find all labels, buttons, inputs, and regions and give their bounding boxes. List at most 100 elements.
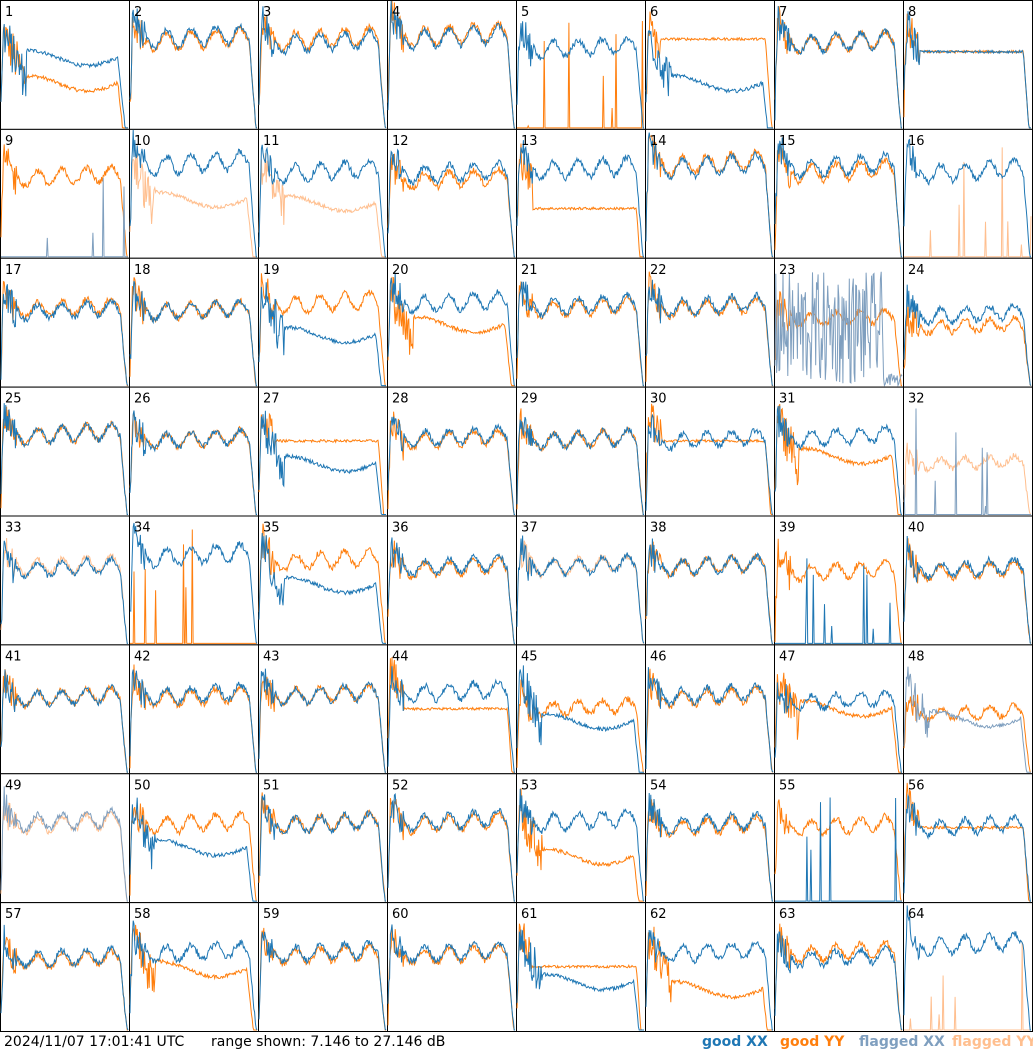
panel-30: 30 (645, 386, 775, 517)
series-xx-61 (516, 929, 644, 1031)
series-xx-2 (129, 8, 257, 129)
panel-42: 42 (129, 644, 259, 775)
panel-frame (258, 773, 388, 904)
series-xx-19 (258, 282, 386, 387)
panel-56: 56 (903, 773, 1033, 904)
range-label: range shown: 7.146 to 27.146 dB (211, 1034, 446, 1050)
panel-frame (903, 386, 1033, 517)
series-xx-7 (774, 6, 902, 129)
series-xx-25 (0, 403, 128, 515)
panel-frame (129, 0, 259, 130)
panel-number-24: 24 (908, 263, 925, 278)
panel-number-8: 8 (908, 5, 916, 20)
panel-48: 48 (903, 644, 1033, 775)
panel-frame (774, 773, 904, 904)
panel-frame (774, 128, 904, 259)
panel-63: 63 (774, 902, 904, 1032)
panel-62: 62 (645, 902, 775, 1032)
panel-number-32: 32 (908, 392, 925, 407)
panel-number-22: 22 (650, 263, 667, 278)
panel-number-34: 34 (134, 521, 151, 536)
series-yy-36 (387, 540, 515, 644)
panel-number-51: 51 (263, 778, 280, 793)
panel-frame (0, 386, 130, 517)
panel-frame (0, 515, 130, 646)
panel-frame (774, 515, 904, 646)
panel-number-2: 2 (134, 5, 142, 20)
panel-60: 60 (387, 902, 517, 1032)
series-xx-21 (516, 281, 644, 387)
panel-10: 10 (129, 128, 259, 259)
series-xx-30 (645, 414, 774, 515)
series-xx-46 (645, 667, 774, 773)
panel-26: 26 (129, 386, 259, 517)
series-xx-15 (774, 137, 902, 258)
panel-47: 47 (774, 644, 904, 775)
series-xx-39 (775, 558, 902, 644)
panel-9: 9 (0, 128, 130, 259)
panel-number-61: 61 (521, 907, 538, 922)
panel-number-58: 58 (134, 907, 151, 922)
series-yy-22 (645, 271, 773, 387)
panel-number-14: 14 (650, 134, 667, 149)
panel-number-46: 46 (650, 649, 667, 664)
panel-frame (258, 0, 388, 130)
series-yy-17 (0, 280, 128, 387)
panel-frame (516, 515, 646, 646)
panel-16: 16 (903, 128, 1033, 259)
panel-number-49: 49 (5, 778, 22, 793)
series-xx-34 (129, 522, 258, 644)
panel-frame (129, 128, 259, 259)
panel-frame (387, 515, 517, 646)
panel-18: 18 (129, 257, 259, 388)
series-yy-59 (258, 927, 386, 1031)
panel-number-20: 20 (392, 263, 409, 278)
series-yy-30 (645, 403, 773, 515)
series-yy-50 (129, 803, 258, 902)
series-xx-53 (516, 788, 645, 902)
series-xx-47 (774, 682, 902, 773)
series-xx-50 (129, 797, 257, 902)
panel-15: 15 (774, 128, 904, 259)
panel-number-60: 60 (392, 907, 409, 922)
legend-good-xx: good XX (702, 1034, 768, 1050)
panel-number-42: 42 (134, 649, 151, 664)
series-xx-37 (516, 535, 645, 644)
series-yy-20 (387, 276, 515, 387)
series-yy-23 (774, 291, 902, 387)
series-yy-62 (645, 926, 773, 1031)
panel-25: 25 (0, 386, 130, 517)
panel-frame (0, 128, 130, 259)
panel-frame (0, 902, 130, 1032)
panel-frame (645, 773, 775, 904)
series-yy-31 (774, 403, 902, 515)
series-yy-55 (774, 799, 902, 902)
legend-good-yy: good YY (780, 1034, 845, 1050)
panel-number-18: 18 (134, 263, 151, 278)
panel-52: 52 (387, 773, 517, 904)
panel-58: 58 (129, 902, 259, 1032)
series-yy-44 (387, 657, 515, 773)
panel-35: 35 (258, 515, 388, 646)
panel-37: 37 (516, 515, 646, 646)
panel-number-55: 55 (779, 778, 796, 793)
panel-39: 39 (774, 515, 904, 646)
series-xx-14 (645, 132, 774, 258)
series-xx-49 (0, 786, 128, 902)
panel-frame (903, 0, 1033, 130)
panel-number-4: 4 (392, 5, 400, 20)
panel-34: 34 (129, 515, 259, 646)
series-xx-11 (258, 144, 386, 258)
series-yy-6 (645, 11, 773, 129)
panel-frame (516, 773, 646, 904)
panel-frame (645, 386, 775, 517)
panel-number-36: 36 (392, 521, 409, 536)
series-yy-5 (517, 20, 644, 129)
series-xx-22 (645, 279, 774, 387)
series-xx-35 (258, 532, 386, 644)
panel-number-38: 38 (650, 521, 667, 536)
panel-number-19: 19 (263, 263, 280, 278)
legend-flagged-yy: flagged YY (952, 1034, 1033, 1050)
panel-number-7: 7 (779, 5, 787, 20)
panel-20: 20 (387, 257, 517, 388)
